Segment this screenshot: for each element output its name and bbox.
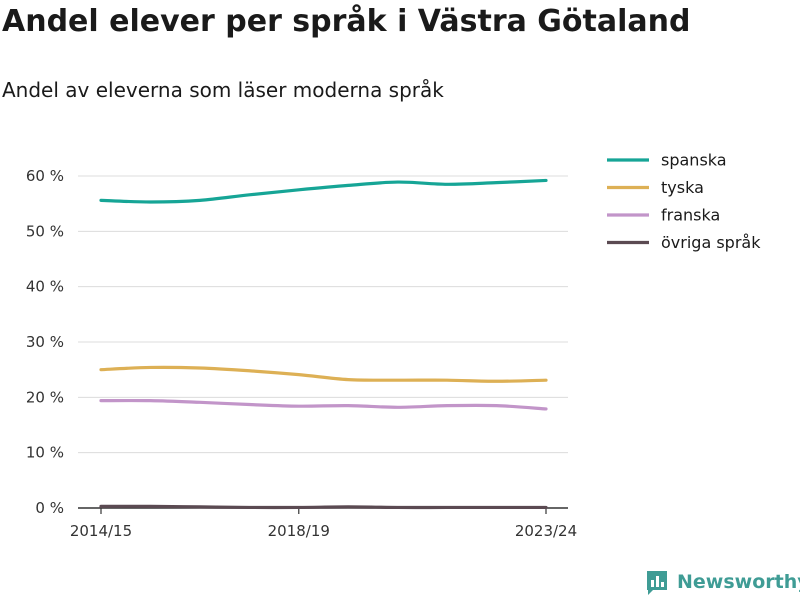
legend-item[interactable]: tyska bbox=[607, 178, 704, 197]
legend-item[interactable]: övriga språk bbox=[607, 233, 761, 252]
bar-chart-logo-icon bbox=[647, 571, 667, 595]
series-line bbox=[99, 504, 548, 510]
y-tick-label: 30 % bbox=[26, 333, 64, 351]
y-tick-label: 60 % bbox=[26, 167, 64, 185]
legend-label: övriga språk bbox=[661, 233, 761, 252]
chart-subtitle: Andel av eleverna som läser moderna språ… bbox=[2, 78, 444, 102]
y-tick-label: 10 % bbox=[26, 444, 64, 462]
chart-title: Andel elever per språk i Västra Götaland bbox=[2, 4, 691, 39]
x-axis: 2014/15 2018/19 2023/24 bbox=[70, 507, 577, 540]
series-line bbox=[99, 178, 548, 204]
y-tick-label: 50 % bbox=[26, 222, 64, 240]
y-tick-label: 0 % bbox=[35, 499, 64, 517]
series-line bbox=[99, 365, 548, 383]
x-tick-label: 2018/19 bbox=[268, 522, 330, 540]
legend-label: tyska bbox=[661, 178, 704, 197]
legend-item[interactable]: spanska bbox=[607, 151, 727, 170]
y-axis-ticks: 0 % 10 % 20 % 30 % 40 % 50 % 60 % bbox=[26, 167, 64, 517]
y-tick-label: 20 % bbox=[26, 388, 64, 406]
grid-lines bbox=[78, 175, 568, 454]
x-tick-label: 2023/24 bbox=[515, 522, 577, 540]
legend: spanska tyska franska övriga språk bbox=[607, 151, 761, 252]
legend-label: spanska bbox=[661, 151, 727, 170]
x-tick-label: 2014/15 bbox=[70, 522, 132, 540]
y-tick-label: 40 % bbox=[26, 278, 64, 296]
brand-name: Newsworthy bbox=[677, 571, 800, 593]
series-lines bbox=[99, 178, 548, 510]
series-line bbox=[99, 398, 548, 411]
legend-label: franska bbox=[661, 206, 720, 225]
brand-logo[interactable]: Newsworthy bbox=[645, 568, 800, 596]
legend-item[interactable]: franska bbox=[607, 206, 720, 225]
